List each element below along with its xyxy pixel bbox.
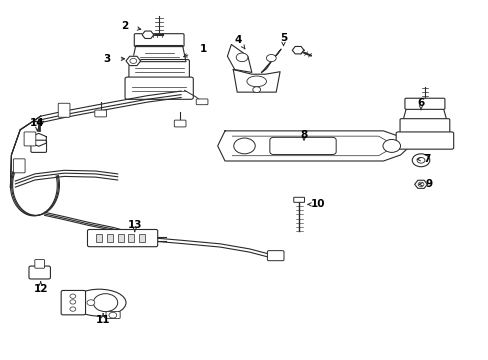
Text: 3: 3 — [103, 54, 110, 64]
Text: 12: 12 — [33, 284, 48, 294]
Circle shape — [70, 300, 76, 304]
Circle shape — [382, 139, 400, 152]
FancyBboxPatch shape — [125, 77, 193, 99]
Polygon shape — [414, 180, 427, 188]
Text: 5: 5 — [279, 33, 286, 43]
Circle shape — [236, 53, 247, 62]
FancyBboxPatch shape — [13, 159, 25, 173]
Circle shape — [233, 138, 255, 154]
Circle shape — [130, 58, 137, 63]
Polygon shape — [233, 69, 280, 92]
FancyBboxPatch shape — [293, 197, 304, 202]
Circle shape — [93, 294, 118, 312]
Circle shape — [417, 182, 423, 186]
Text: 8: 8 — [300, 130, 307, 140]
FancyBboxPatch shape — [269, 137, 335, 154]
FancyBboxPatch shape — [129, 59, 189, 81]
Circle shape — [416, 157, 424, 163]
Bar — [128, 234, 134, 242]
FancyBboxPatch shape — [29, 266, 50, 279]
Bar — [107, 234, 113, 242]
FancyBboxPatch shape — [95, 110, 106, 117]
Polygon shape — [292, 46, 304, 54]
FancyBboxPatch shape — [395, 132, 453, 149]
Polygon shape — [126, 56, 141, 66]
Text: 6: 6 — [417, 98, 424, 108]
FancyBboxPatch shape — [196, 99, 207, 105]
Text: 10: 10 — [310, 199, 324, 210]
FancyBboxPatch shape — [106, 312, 120, 319]
Text: 11: 11 — [96, 315, 110, 325]
FancyBboxPatch shape — [87, 229, 158, 247]
Circle shape — [266, 54, 276, 62]
FancyBboxPatch shape — [134, 34, 183, 46]
FancyBboxPatch shape — [399, 119, 449, 135]
Bar — [139, 234, 145, 242]
FancyBboxPatch shape — [24, 132, 36, 146]
Ellipse shape — [246, 76, 266, 87]
Polygon shape — [261, 49, 281, 72]
Circle shape — [109, 312, 117, 318]
FancyBboxPatch shape — [174, 120, 185, 127]
Polygon shape — [142, 31, 154, 39]
Text: 13: 13 — [127, 220, 142, 230]
Text: 1: 1 — [199, 44, 206, 54]
Text: 9: 9 — [425, 179, 431, 189]
Polygon shape — [31, 134, 46, 146]
Circle shape — [87, 300, 95, 306]
FancyBboxPatch shape — [267, 251, 284, 261]
Circle shape — [70, 294, 76, 298]
FancyBboxPatch shape — [61, 291, 85, 315]
Polygon shape — [227, 44, 251, 72]
Polygon shape — [132, 45, 185, 62]
Ellipse shape — [72, 289, 126, 316]
Polygon shape — [217, 131, 409, 161]
FancyBboxPatch shape — [31, 140, 46, 152]
Bar — [96, 234, 102, 242]
Text: 14: 14 — [30, 118, 44, 128]
Polygon shape — [402, 108, 446, 121]
Text: 4: 4 — [234, 35, 242, 45]
FancyBboxPatch shape — [58, 103, 70, 117]
Bar — [118, 234, 123, 242]
FancyBboxPatch shape — [35, 260, 44, 268]
FancyBboxPatch shape — [404, 98, 444, 109]
Text: 2: 2 — [121, 21, 128, 31]
Circle shape — [70, 307, 76, 311]
Circle shape — [252, 87, 260, 93]
Circle shape — [411, 154, 429, 167]
Text: 7: 7 — [423, 154, 430, 164]
